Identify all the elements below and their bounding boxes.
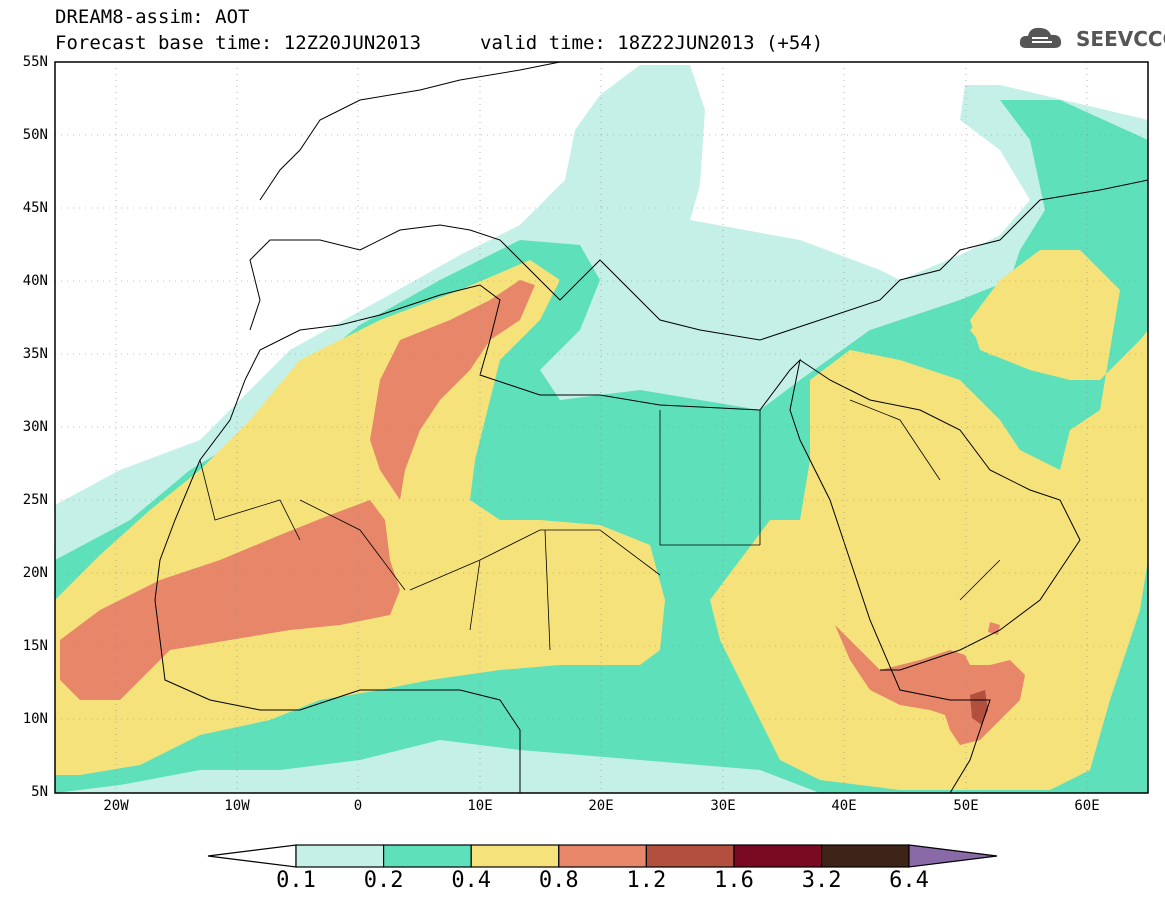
lon-label: 20E: [588, 798, 614, 814]
west-africa-coast: [154, 379, 521, 793]
lat-label: 35N: [22, 346, 48, 362]
contour-0.4-mid: [970, 290, 1110, 360]
lat-label: 20N: [22, 565, 48, 581]
lon-label: 40E: [831, 798, 857, 814]
colorbar-label: 0.1: [276, 868, 316, 893]
colorbar-bin-2: [383, 844, 472, 868]
colorbar-bin-7: [820, 844, 910, 868]
contour-0.8-sahel: [60, 500, 400, 700]
colorbar-high-arrow: [908, 844, 998, 868]
lat-label: 55N: [22, 54, 48, 70]
coastlines: [154, 62, 1148, 793]
colorbar-low-arrow: [207, 844, 297, 868]
lat-label: 15N: [22, 638, 48, 654]
arabia-coast: [799, 359, 1081, 671]
logo-text: SEEVCCC: [1076, 27, 1165, 51]
valid-time: valid time: 18Z22JUN2013 (+54): [480, 32, 824, 54]
colorbar-label: 0.2: [363, 868, 404, 893]
lon-label: 30E: [710, 798, 736, 814]
colorbar-label: 0.8: [538, 868, 579, 893]
seevccc-logo: [1019, 27, 1062, 48]
lon-label: 10W: [224, 798, 250, 814]
africa-coast: [244, 284, 991, 793]
lat-label: 40N: [22, 273, 48, 289]
lat-label: 10N: [22, 711, 48, 727]
colorbar-label: 6.4: [889, 868, 929, 893]
gridlines: [55, 62, 1148, 793]
lon-label: 10E: [467, 798, 493, 814]
lat-label: 45N: [22, 200, 48, 216]
lat-label: 30N: [22, 419, 48, 435]
map-frame: [54, 61, 1149, 794]
colorbar-bin-5: [645, 844, 735, 868]
europe-coast: [249, 179, 1148, 341]
contour-1.2: [970, 690, 988, 725]
map-title: DREAM8-assim: AOT: [55, 6, 250, 28]
colorbar-bin-1: [295, 844, 385, 868]
lon-label: 60E: [1074, 798, 1100, 814]
cloud-icon: [1019, 27, 1062, 48]
colorbar-bin-6: [733, 844, 823, 868]
colorbar-label: 1.6: [714, 868, 754, 893]
colorbar: [207, 844, 998, 868]
lon-label: 0: [353, 798, 363, 814]
europe-north: [259, 62, 561, 201]
colorbar-label: 1.2: [626, 868, 667, 893]
lat-label: 50N: [22, 127, 48, 143]
colorbar-bin-3: [470, 844, 560, 868]
contour-0.8-atlas: [370, 280, 535, 500]
aot-contours: [55, 62, 1148, 793]
borders: [199, 399, 1001, 651]
lat-label: 5N: [31, 784, 48, 800]
colorbar-bin-4: [558, 844, 647, 868]
forecast-base-time: Forecast base time: 12Z20JUN2013: [55, 32, 422, 54]
lat-label: 25N: [22, 492, 48, 508]
colorbar-label: 3.2: [801, 868, 842, 893]
colorbar-label: 0.4: [451, 868, 492, 893]
lon-label: 50E: [953, 798, 979, 814]
contour-0.4-arabia: [710, 250, 1148, 790]
lon-label: 20W: [103, 798, 129, 814]
